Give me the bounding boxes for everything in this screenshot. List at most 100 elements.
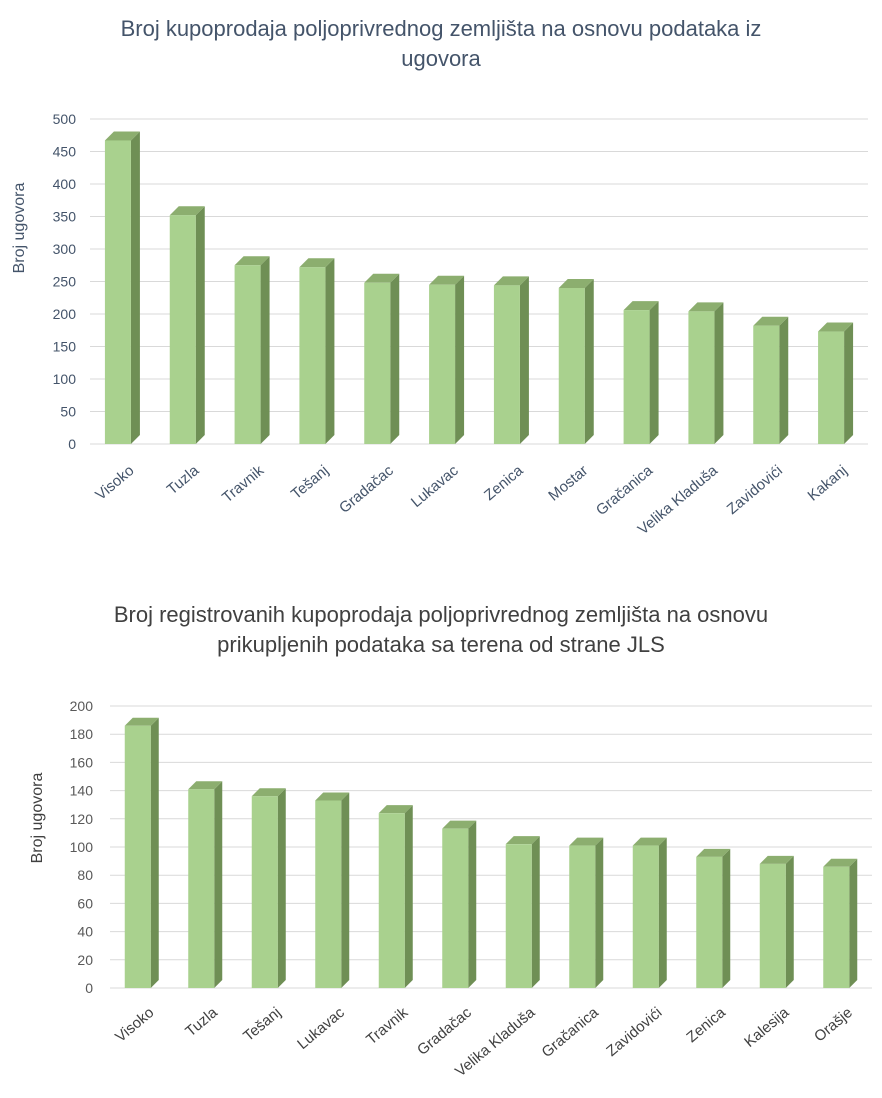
chart-2-ytick-label: 80 bbox=[77, 867, 93, 883]
chart-1-bar bbox=[818, 322, 854, 444]
chart-2-category-label: Tuzla bbox=[182, 1004, 221, 1041]
chart-1-category-label: Travnik bbox=[219, 462, 268, 507]
chart-1-bar-front bbox=[688, 311, 715, 444]
chart-2-bar-side bbox=[595, 837, 604, 988]
chart-2-bar-front bbox=[759, 863, 786, 988]
chart-1-bar bbox=[234, 256, 270, 444]
chart-2-bar-top bbox=[696, 848, 731, 857]
chart-2-category-label: Zavidovići bbox=[603, 1004, 665, 1060]
chart-2-bar-front bbox=[823, 866, 850, 988]
chart-1-bar-top bbox=[299, 258, 335, 268]
chart-1-bar-front bbox=[299, 267, 326, 444]
chart-2-ytick-label: 40 bbox=[77, 924, 93, 940]
chart-1-bar-top bbox=[623, 301, 659, 311]
chart-2-bar-front bbox=[569, 845, 596, 988]
chart-1-ytick-label: 150 bbox=[53, 339, 77, 355]
chart-1-ytick-label: 300 bbox=[53, 241, 77, 257]
chart-1-ytick-label: 200 bbox=[53, 306, 77, 322]
chart-2-bar-side bbox=[531, 836, 540, 988]
chart-2-category-label: Travnik bbox=[363, 1004, 412, 1049]
chart-1-bar-front bbox=[429, 284, 456, 444]
chart-1-bar-top bbox=[104, 131, 140, 141]
chart-1-bar-side bbox=[714, 302, 724, 444]
chart-2-bar bbox=[696, 848, 731, 988]
chart-2-bar-front bbox=[251, 796, 278, 988]
chart-1-ylabel: Broj ugovora bbox=[11, 183, 28, 274]
chart-1-bar-top bbox=[493, 276, 529, 286]
chart-1-bar bbox=[493, 276, 529, 444]
chart-1-bar bbox=[429, 275, 465, 444]
chart-1-ytick-label: 0 bbox=[68, 436, 76, 452]
chart-2-ytick-label: 60 bbox=[77, 895, 93, 911]
chart-2-bar-side bbox=[658, 837, 667, 988]
chart-2-category-label: Gradačac bbox=[414, 1004, 475, 1059]
chart-1-plot: 0 50 100 150 200 250 300 350 400 450 500 Visoko Tuzl… bbox=[11, 111, 868, 538]
chart-1-bar-front bbox=[169, 215, 196, 444]
chart-2-ytick-label: 120 bbox=[70, 811, 94, 827]
chart-1-bar-side bbox=[195, 206, 205, 444]
chart-1-ytick-label: 100 bbox=[53, 371, 77, 387]
chart-1-bar-top bbox=[558, 279, 594, 288]
chart-2-bar bbox=[315, 792, 350, 988]
chart-1-bar-front bbox=[234, 265, 261, 444]
chart-1-ytick-label: 500 bbox=[53, 111, 77, 127]
chart-2-bar-top bbox=[759, 855, 794, 864]
chart-1-ytick-label: 350 bbox=[53, 209, 77, 225]
chart-2-bar-side bbox=[785, 855, 794, 988]
chart-1-bar-top bbox=[234, 256, 270, 266]
chart-2-bar bbox=[759, 855, 794, 988]
chart-1-bar bbox=[623, 301, 659, 444]
chart-1-ytick-label: 450 bbox=[53, 144, 77, 160]
chart-1-bar bbox=[753, 316, 789, 444]
chart-2-ytick-label: 160 bbox=[70, 754, 94, 770]
chart-2-category-label: Gračanica bbox=[539, 1004, 603, 1061]
chart-1-bar-top bbox=[818, 322, 854, 332]
chart-2-bar-side bbox=[214, 781, 223, 988]
chart-1-bar-front bbox=[104, 140, 131, 444]
chart-2-category-label: Lukavac bbox=[294, 1004, 348, 1053]
chart-1-bar bbox=[688, 302, 724, 444]
chart-2-bar bbox=[569, 837, 604, 988]
chart-1-bar-top bbox=[169, 206, 205, 216]
chart-1-bar-side bbox=[844, 322, 854, 444]
chart-2-bar-top bbox=[632, 837, 667, 846]
chart-1-bar-front bbox=[558, 288, 585, 444]
chart-1-category-label: Tešanj bbox=[288, 462, 332, 503]
chart-2-bar-top bbox=[124, 717, 159, 726]
chart-1-ytick-label: 250 bbox=[53, 274, 77, 290]
chart-1-bar-side bbox=[390, 273, 400, 444]
chart-2-bar-side bbox=[722, 848, 731, 988]
chart-1-bar-side bbox=[260, 256, 270, 444]
chart-1-category-label: Gračanica bbox=[593, 462, 657, 519]
chart-2: Broj registrovanih kupoprodaja poljopriv… bbox=[0, 590, 882, 1098]
chart-2-bar-top bbox=[188, 781, 223, 790]
chart-1-category-label: Lukavac bbox=[408, 462, 462, 511]
chart-2-ytick-label: 20 bbox=[77, 952, 93, 968]
chart-2-category-label: Orašje bbox=[811, 1004, 856, 1045]
chart-2-title-line-2: prikupljenih podataka sa terena od stran… bbox=[217, 632, 665, 657]
chart-2-category-label: Kalesija bbox=[741, 1004, 793, 1051]
chart-2-bar-top bbox=[315, 792, 350, 801]
chart-2-bar-front bbox=[632, 845, 659, 988]
chart-1-bar-front bbox=[753, 325, 780, 444]
chart-2-category-label: Tešanj bbox=[240, 1004, 284, 1045]
chart-2-ytick-label: 0 bbox=[85, 980, 93, 996]
chart-1-bar-top bbox=[753, 316, 789, 326]
chart-2-plot: 0 20 40 60 80 100 120 140 160 180 200 Visoko Tuzla Te… bbox=[29, 698, 872, 1080]
chart-1-bar-side bbox=[779, 316, 789, 444]
chart-2-ytick-label: 200 bbox=[70, 698, 94, 714]
chart-2-bar-top bbox=[569, 837, 604, 846]
chart-1-bar bbox=[104, 131, 140, 444]
chart-1-bar-top bbox=[688, 302, 724, 312]
chart-2-category-label: Visoko bbox=[112, 1004, 157, 1046]
chart-2-bar-front bbox=[315, 800, 342, 988]
chart-1-category-label: Zavidovići bbox=[724, 462, 786, 518]
chart-1-bar bbox=[364, 273, 400, 444]
chart-2-ytick-label: 180 bbox=[70, 726, 94, 742]
chart-2-bar-top bbox=[823, 858, 858, 867]
chart-2-bar-top bbox=[442, 820, 477, 829]
chart-2-bar bbox=[378, 805, 413, 988]
chart-2-bar-side bbox=[849, 858, 858, 988]
chart-1-bar-side bbox=[584, 279, 594, 444]
chart-2-ytick-label: 100 bbox=[70, 839, 94, 855]
